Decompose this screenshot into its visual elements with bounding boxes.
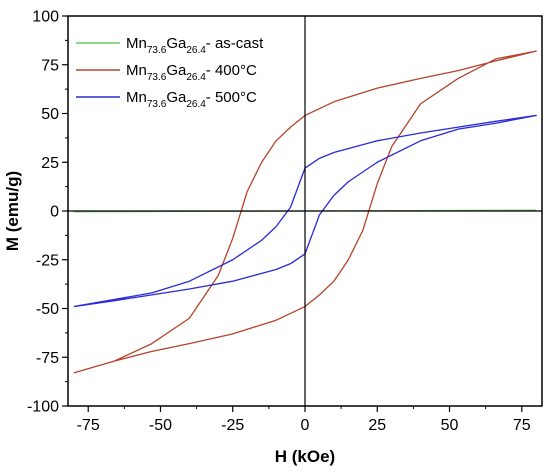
x-tick-label: 25	[368, 417, 386, 434]
legend: Mn73.6Ga26.4- as-cast Mn73.6Ga26.4- 400°C…	[76, 35, 264, 110]
x-tick-label: -50	[149, 417, 172, 434]
y-tick-label: -75	[36, 350, 59, 367]
y-tick-label: 100	[32, 9, 59, 26]
series-line-1	[73, 50, 537, 374]
y-tick-label: 75	[41, 57, 59, 74]
x-tick-label: -75	[77, 417, 100, 434]
x-axis-title: H (kOe)	[275, 447, 335, 466]
y-tick-label: 25	[41, 155, 59, 172]
y-tick-label: 0	[50, 204, 59, 221]
x-tick-label: 75	[513, 417, 531, 434]
x-tick-label: 50	[441, 417, 459, 434]
legend-label-2: Mn73.6Ga26.4- 500°C	[126, 89, 257, 110]
legend-label-0: Mn73.6Ga26.4- as-cast	[126, 35, 264, 56]
ticks: -75 -50 -25 0 25 50 75 -100 -75 -50 -25 0 25 50 75 100	[27, 9, 531, 435]
series-line-2	[73, 114, 537, 308]
y-tick-label: 50	[41, 106, 59, 123]
legend-label-1: Mn73.6Ga26.4- 400°C	[126, 62, 257, 83]
zero-lines	[68, 16, 542, 406]
y-tick-label: -100	[27, 399, 59, 416]
x-tick-label: -25	[221, 417, 244, 434]
x-tick-label: 0	[301, 417, 310, 434]
y-axis-title: M (emu/g)	[3, 171, 22, 251]
y-tick-label: -25	[36, 252, 59, 269]
y-tick-label: -50	[36, 301, 59, 318]
